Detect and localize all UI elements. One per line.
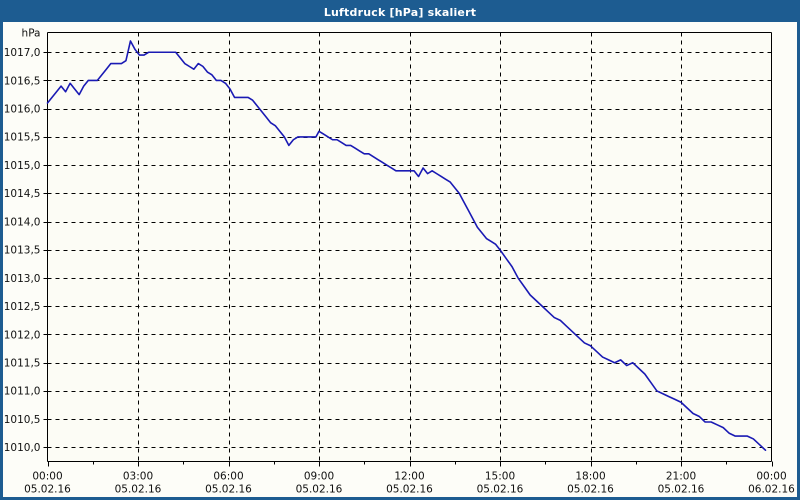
- axis-ticks: [43, 52, 773, 467]
- y-axis-unit-label: hPa: [22, 28, 41, 40]
- x-axis-date-label: 05.02.16: [24, 484, 71, 496]
- y-axis-tick-label: 1015,0: [4, 160, 41, 172]
- y-axis-tick-label: 1014,0: [4, 216, 41, 228]
- x-axis-time-label: 06:00: [213, 471, 243, 483]
- x-axis-time-label: 18:00: [575, 471, 605, 483]
- y-axis-tick-label: 1016,5: [4, 75, 41, 87]
- x-axis-time-label: 15:00: [485, 471, 515, 483]
- y-axis-tick-label: 1010,0: [4, 442, 41, 454]
- x-axis-time-label: 00:00: [32, 471, 62, 483]
- grid-lines: [47, 32, 772, 462]
- y-axis-tick-label: 1011,5: [4, 358, 41, 370]
- x-axis-time-label: 12:00: [394, 471, 424, 483]
- x-axis-time-label: 21:00: [666, 471, 696, 483]
- y-axis-tick-label: 1015,5: [4, 132, 41, 144]
- x-axis-labels: 00:0005.02.1603:0005.02.1606:0005.02.160…: [24, 471, 795, 496]
- y-axis-tick-label: 1012,5: [4, 301, 41, 313]
- plot-background: [47, 32, 772, 462]
- x-axis-time-label: 03:00: [123, 471, 153, 483]
- series-line-luftdruck: [46, 40, 767, 452]
- y-axis-tick-label: 1011,0: [4, 386, 41, 398]
- y-axis-tick-label: 1017,0: [4, 47, 41, 59]
- x-axis-date-label: 05.02.16: [658, 484, 705, 496]
- y-axis-labels: 1010,0 1010,5 1011,0 1011,5 1012,0 1012,5 1013…: [4, 47, 41, 454]
- x-axis-date-label: 06.02.16: [748, 484, 795, 496]
- y-axis-tick-label: 1010,5: [4, 414, 41, 426]
- x-axis-time-label: 00:00: [756, 471, 786, 483]
- data-series: [46, 40, 767, 452]
- x-axis-time-label: 09:00: [304, 471, 334, 483]
- y-axis-tick-label: 1014,5: [4, 188, 41, 200]
- chart-canvas: 1010,0 1010,5 1011,0 1011,5 1012,0 1012,5 1013…: [3, 22, 797, 497]
- y-axis-tick-label: 1013,5: [4, 245, 41, 257]
- page-title: Luftdruck [hPa] skaliert: [323, 6, 477, 19]
- y-axis-tick-label: 1012,0: [4, 329, 41, 341]
- pressure-line-chart: 1010,0 1010,5 1011,0 1011,5 1012,0 1012,5 1013…: [4, 28, 795, 496]
- y-axis-tick-label: 1013,0: [4, 273, 41, 285]
- x-axis-date-label: 05.02.16: [386, 484, 433, 496]
- y-axis-tick-label: 1016,0: [4, 104, 41, 116]
- x-axis-date-label: 05.02.16: [296, 484, 343, 496]
- x-axis-date-label: 05.02.16: [205, 484, 252, 496]
- window-title-bar: Luftdruck [hPa] skaliert: [3, 3, 797, 22]
- x-axis-date-label: 05.02.16: [567, 484, 614, 496]
- axis-frame: [46, 31, 773, 463]
- x-axis-date-label: 05.02.16: [115, 484, 162, 496]
- x-axis-date-label: 05.02.16: [477, 484, 524, 496]
